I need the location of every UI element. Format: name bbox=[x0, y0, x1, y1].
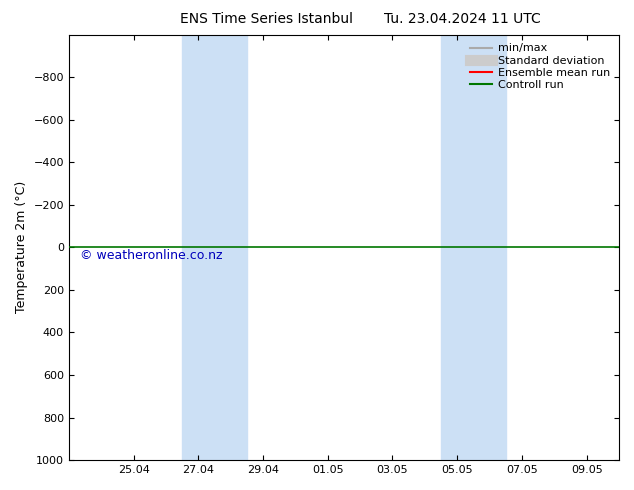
Y-axis label: Temperature 2m (°C): Temperature 2m (°C) bbox=[15, 181, 28, 314]
Text: © weatheronline.co.nz: © weatheronline.co.nz bbox=[80, 249, 223, 263]
Legend: min/max, Standard deviation, Ensemble mean run, Controll run: min/max, Standard deviation, Ensemble me… bbox=[467, 40, 614, 94]
Text: ENS Time Series Istanbul: ENS Time Series Istanbul bbox=[180, 12, 353, 26]
Bar bbox=[441, 35, 474, 460]
Bar bbox=[474, 35, 506, 460]
Bar bbox=[182, 35, 214, 460]
Bar bbox=[214, 35, 247, 460]
Text: Tu. 23.04.2024 11 UTC: Tu. 23.04.2024 11 UTC bbox=[384, 12, 541, 26]
